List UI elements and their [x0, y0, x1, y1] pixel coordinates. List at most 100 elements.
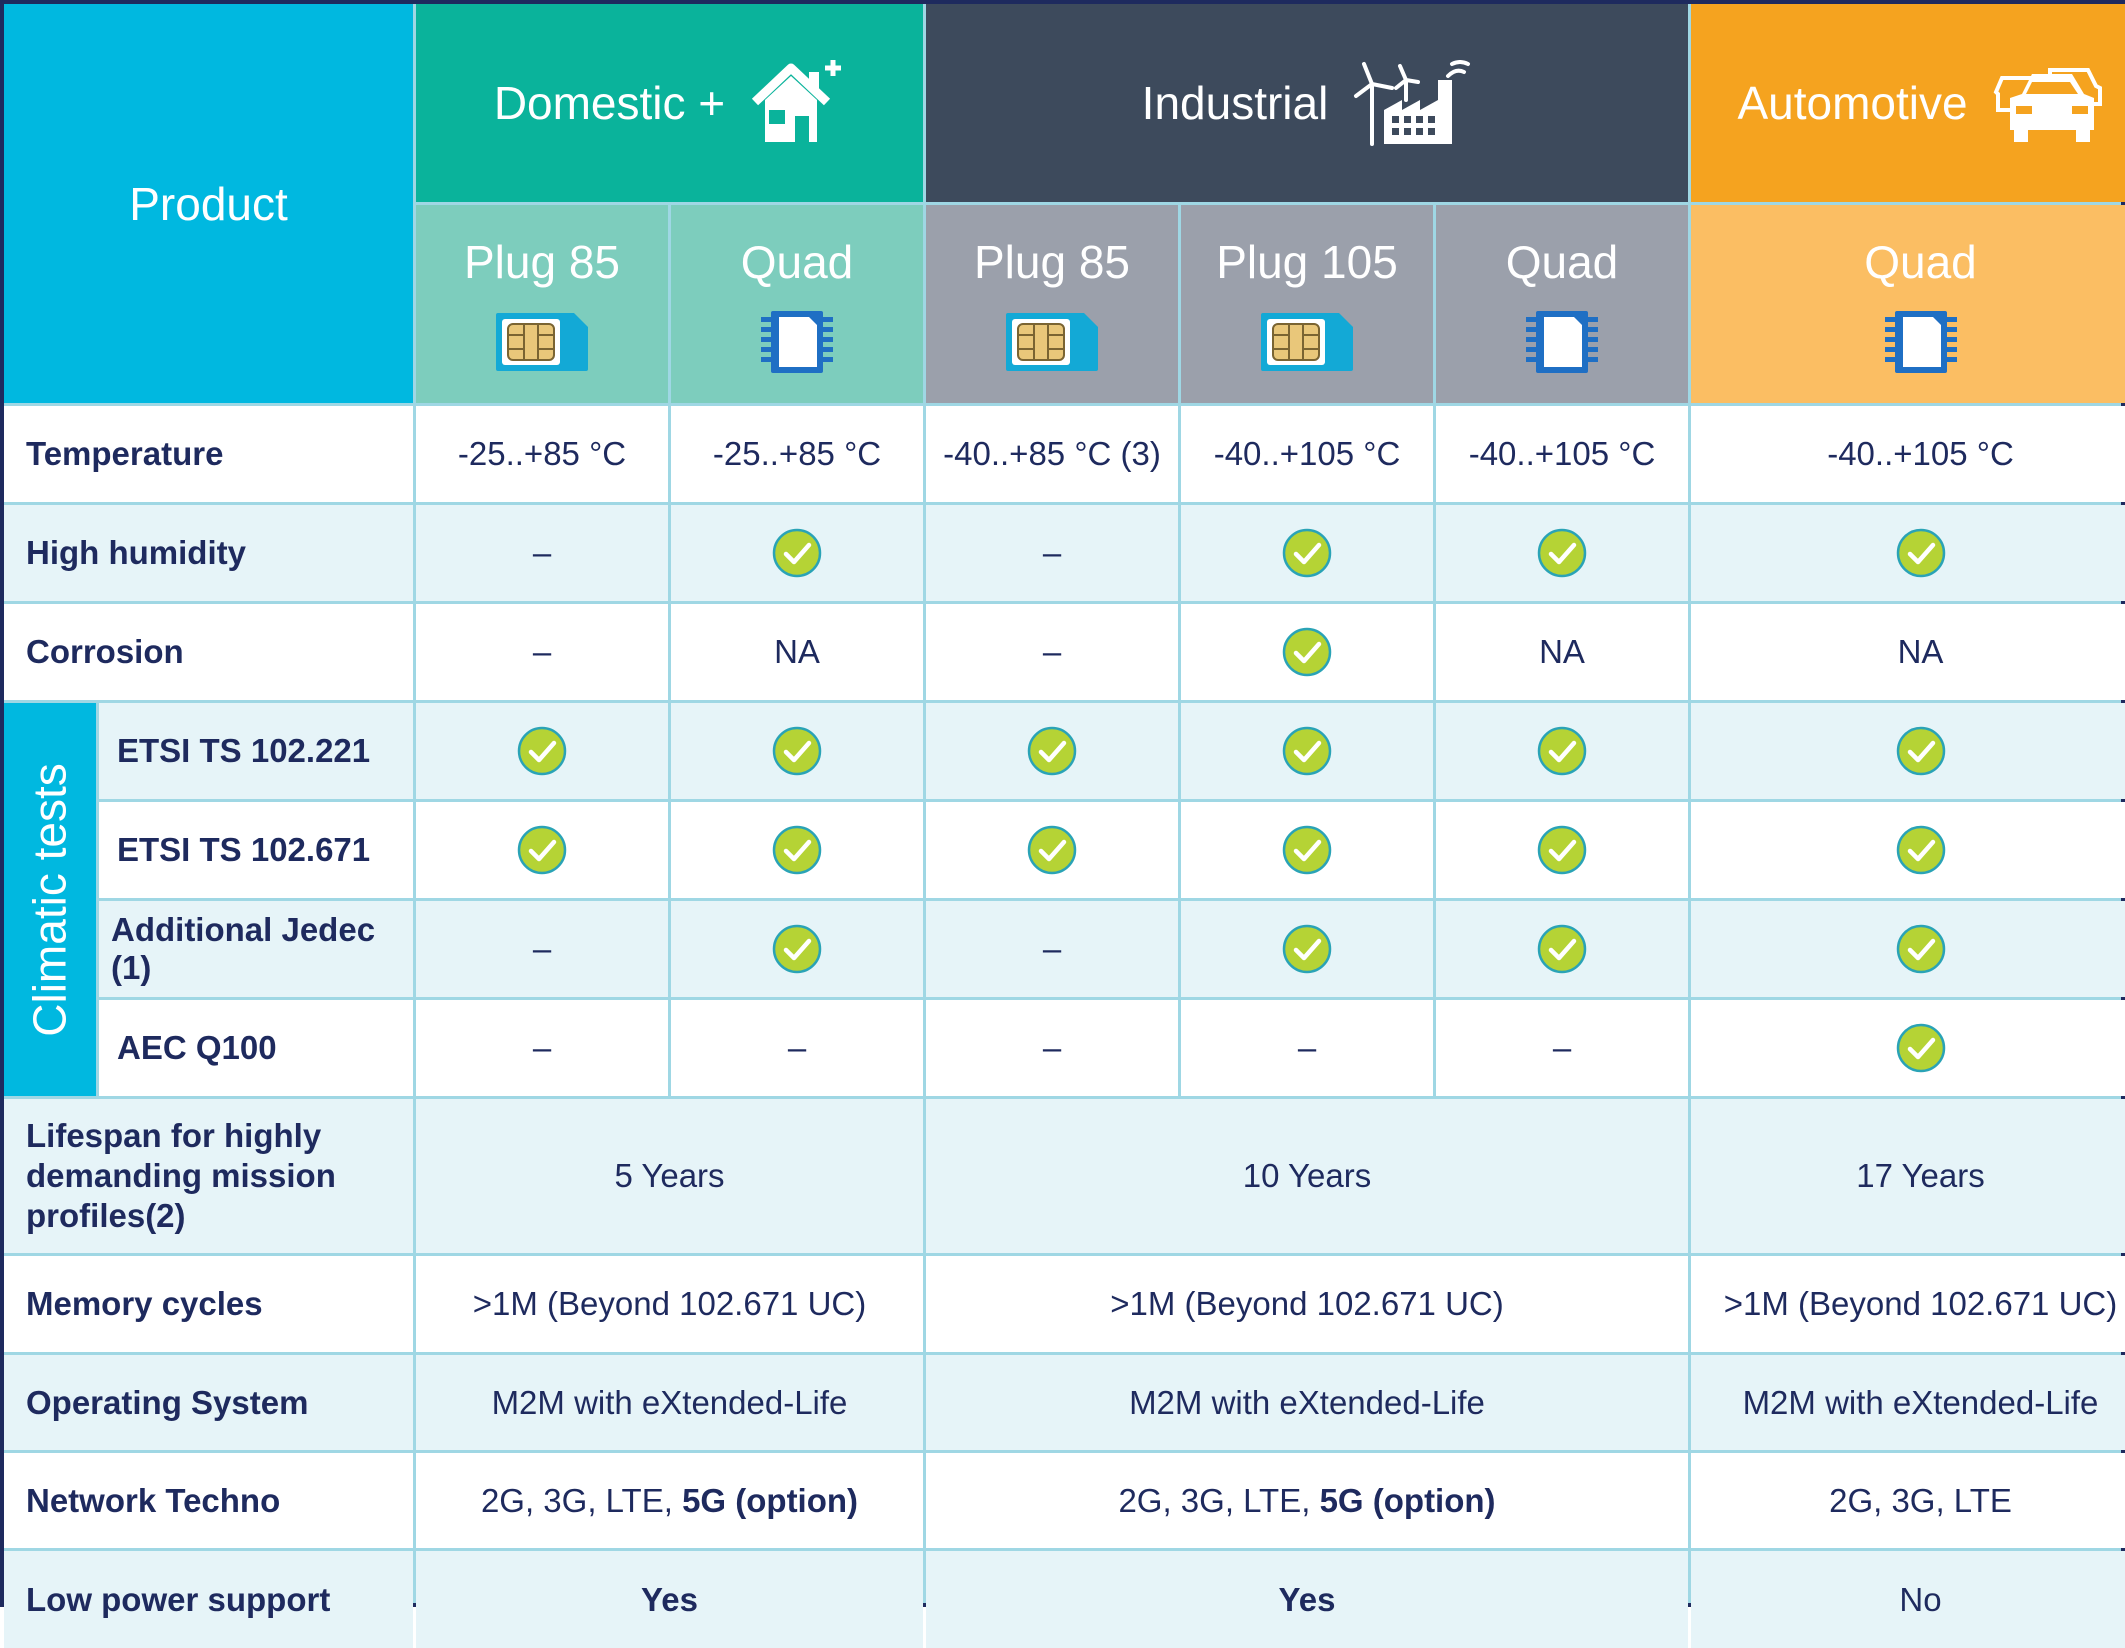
cell-lifespan-automotive: 17 Years — [1691, 1099, 2125, 1253]
check-icon — [1282, 627, 1332, 677]
product-label: Plug 105 — [1216, 236, 1398, 288]
check-icon — [1537, 924, 1587, 974]
climatic-tests-label: Climatic tests — [4, 703, 96, 1096]
check-icon — [1537, 528, 1587, 578]
check-icon — [1027, 825, 1077, 875]
cell-jedec — [1181, 901, 1433, 997]
check-icon — [1282, 924, 1332, 974]
cell-jedec — [1436, 901, 1688, 997]
cell-etsi-102221 — [1181, 703, 1433, 799]
cell-memory-automotive: >1M (Beyond 102.671 UC) — [1691, 1256, 2125, 1352]
product-plug85-domestic: Plug 85 — [416, 205, 668, 403]
row-label-aec-q100: AEC Q100 — [99, 1000, 413, 1096]
network-plain-text: 2G, 3G, LTE, — [480, 1481, 683, 1519]
cell-aec-q100: – — [416, 1000, 668, 1096]
check-icon — [1537, 825, 1587, 875]
product-header-label: Product — [129, 177, 288, 230]
cell-corrosion: – — [926, 604, 1178, 700]
cell-temperature: -40..+105 °C — [1691, 406, 2125, 502]
cell-network-domestic: 2G, 3G, LTE, 5G (option) — [416, 1453, 923, 1548]
cell-etsi-102221 — [416, 703, 668, 799]
cell-network-automotive: 2G, 3G, LTE — [1691, 1453, 2125, 1548]
row-label-lifespan: Lifespan for highly demanding mission pr… — [4, 1099, 413, 1253]
cell-jedec — [671, 901, 923, 997]
row-label-jedec: Additional Jedec (1) — [99, 901, 413, 997]
cell-temperature: -25..+85 °C — [416, 406, 668, 502]
check-icon — [517, 726, 567, 776]
cell-temperature: -25..+85 °C — [671, 406, 923, 502]
cell-etsi-102221 — [1436, 703, 1688, 799]
quad-chip-icon — [1526, 311, 1598, 373]
lifespan-label-line: profiles(2) — [26, 1197, 186, 1234]
check-icon — [1537, 726, 1587, 776]
check-icon — [1896, 528, 1946, 578]
cell-corrosion — [1181, 604, 1433, 700]
cell-memory-industrial: >1M (Beyond 102.671 UC) — [926, 1256, 1688, 1352]
row-label-network: Network Techno — [4, 1453, 413, 1548]
network-plain-text: 2G, 3G, LTE, — [1118, 1481, 1320, 1519]
cell-os-domestic: M2M with eXtended-Life — [416, 1355, 923, 1450]
product-quad-automotive: Quad — [1691, 205, 2125, 403]
product-label: Plug 85 — [973, 236, 1130, 288]
row-label-etsi-102221: ETSI TS 102.221 — [99, 703, 413, 799]
check-icon — [772, 825, 822, 875]
check-icon — [1282, 825, 1332, 875]
check-icon — [517, 825, 567, 875]
cell-etsi-102221 — [1691, 703, 2125, 799]
cell-aec-q100 — [1691, 1000, 2125, 1096]
check-icon — [772, 726, 822, 776]
factory-wind-icon — [1354, 60, 1471, 146]
cell-os-automotive: M2M with eXtended-Life — [1691, 1355, 2125, 1450]
climatic-tests-text: Climatic tests — [24, 762, 77, 1037]
cell-corrosion: NA — [1436, 604, 1688, 700]
cell-jedec: – — [926, 901, 1178, 997]
cell-corrosion: NA — [1691, 604, 2125, 700]
cell-etsi-102221 — [671, 703, 923, 799]
cell-corrosion: NA — [671, 604, 923, 700]
quad-chip-icon — [761, 311, 833, 373]
cell-lowpower-domestic: Yes — [416, 1551, 923, 1648]
cars-icon — [1993, 68, 2102, 142]
cell-temperature: -40..+105 °C — [1181, 406, 1433, 502]
product-header: Product — [4, 4, 413, 403]
row-label-memory: Memory cycles — [4, 1256, 413, 1352]
cell-corrosion: – — [416, 604, 668, 700]
group-label-domestic: Domestic + — [493, 77, 726, 129]
product-label: Quad — [740, 236, 854, 288]
product-label: Quad — [1505, 236, 1619, 288]
lifespan-label-line: Lifespan for highly — [26, 1117, 322, 1154]
cell-lowpower-industrial: Yes — [926, 1551, 1688, 1648]
group-header-automotive: Automotive — [1691, 4, 2125, 202]
check-icon — [1896, 924, 1946, 974]
cell-aec-q100: – — [1181, 1000, 1433, 1096]
cell-jedec: – — [416, 901, 668, 997]
cell-etsi-102671 — [1436, 802, 1688, 898]
group-header-industrial: Industrial — [926, 4, 1688, 202]
cell-temperature: -40..+105 °C — [1436, 406, 1688, 502]
group-label-automotive: Automotive — [1737, 77, 1968, 129]
sim-plug-icon — [1259, 311, 1355, 373]
cell-humidity — [1181, 505, 1433, 601]
sim-plug-icon — [1004, 311, 1100, 373]
cell-jedec — [1691, 901, 2125, 997]
check-icon — [1896, 825, 1946, 875]
cell-humidity — [1436, 505, 1688, 601]
cell-etsi-102671 — [1181, 802, 1433, 898]
cell-network-industrial: 2G, 3G, LTE, 5G (option) — [926, 1453, 1688, 1548]
check-icon — [772, 924, 822, 974]
sim-plug-icon — [494, 311, 590, 373]
cell-humidity: – — [926, 505, 1178, 601]
check-icon — [1896, 726, 1946, 776]
network-5g-option: 5G (option) — [1319, 1481, 1496, 1519]
row-label-corrosion: Corrosion — [4, 604, 413, 700]
product-label: Quad — [1864, 236, 1977, 288]
cell-etsi-102671 — [1691, 802, 2125, 898]
row-label-lowpower: Low power support — [4, 1551, 413, 1648]
check-icon — [1896, 1023, 1946, 1073]
product-quad-domestic: Quad — [671, 205, 923, 403]
cell-memory-domestic: >1M (Beyond 102.671 UC) — [416, 1256, 923, 1352]
network-5g-option: 5G (option) — [682, 1481, 859, 1519]
cell-lowpower-automotive: No — [1691, 1551, 2125, 1648]
cell-aec-q100: – — [926, 1000, 1178, 1096]
